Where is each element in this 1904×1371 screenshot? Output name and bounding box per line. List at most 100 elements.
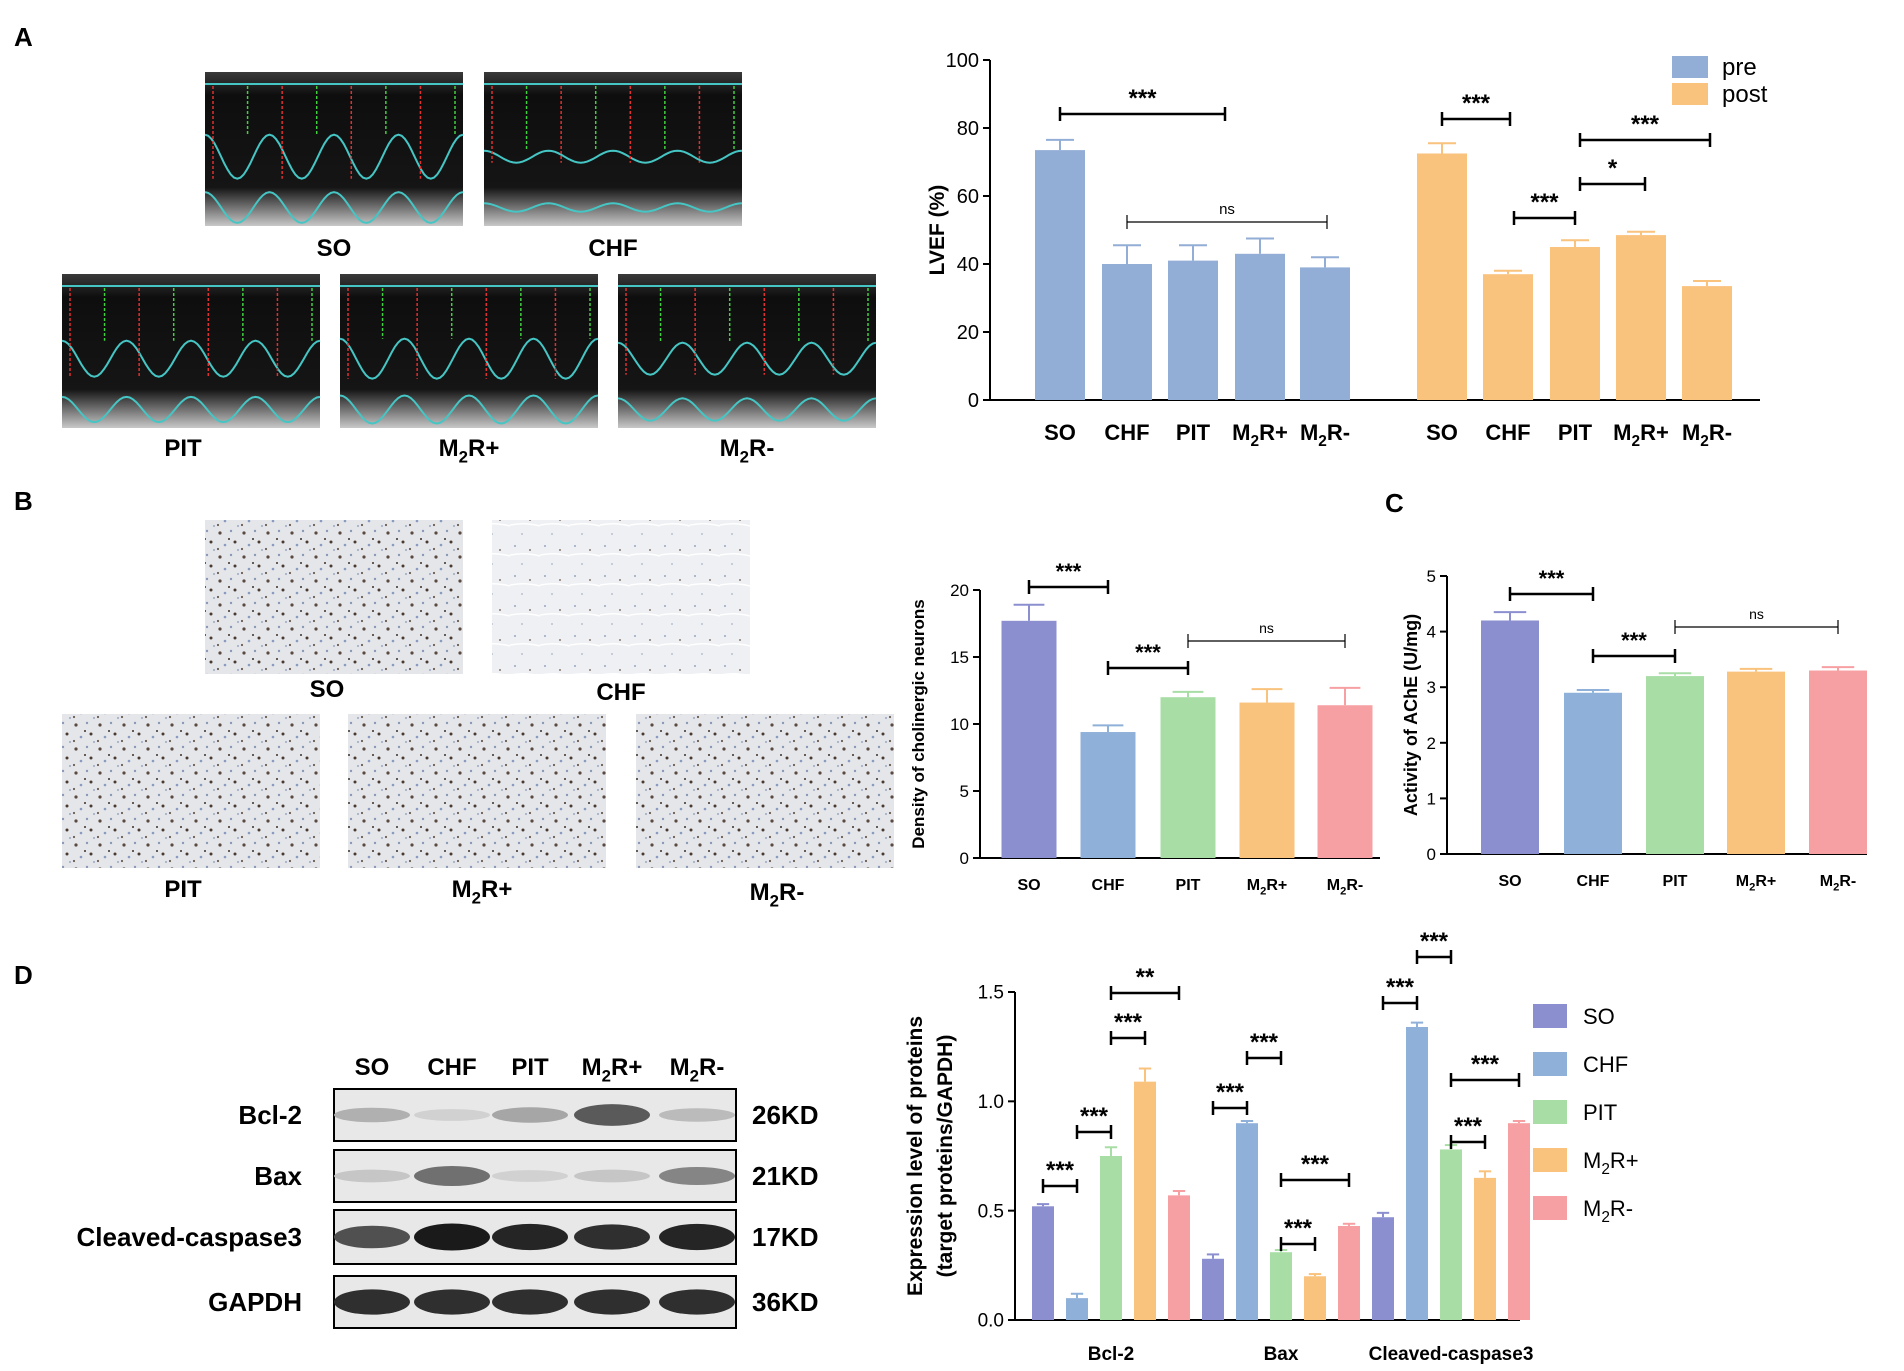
bar <box>1727 671 1785 854</box>
ihc-images: SO CHF PIT M2R+ M2R- <box>62 520 894 911</box>
significance-label: *** <box>1046 1157 1075 1184</box>
echo-background <box>62 274 320 428</box>
legend-swatch <box>1533 1004 1567 1028</box>
significance-label: *** <box>1621 628 1647 653</box>
significance-label: *** <box>1462 90 1491 117</box>
bar <box>1300 267 1350 400</box>
x-tick-label: CHF <box>1104 420 1149 445</box>
bar <box>1035 150 1085 400</box>
y-tick-label: 60 <box>957 186 979 208</box>
blot-band <box>334 1225 410 1249</box>
significance-label: *** <box>1135 640 1161 665</box>
x-tick-label: M2R- <box>1300 420 1350 450</box>
blot-size-label: 17KD <box>752 1222 818 1252</box>
ihc-image <box>205 520 463 674</box>
significance-label: ns <box>1219 201 1235 218</box>
legend-label: post <box>1722 81 1768 108</box>
x-tick-label: PIT <box>1663 873 1688 890</box>
ihc-label: SO <box>310 676 345 703</box>
y-tick-label: 5 <box>1427 567 1436 586</box>
echo-wall-trace <box>61 395 321 424</box>
significance-label: *** <box>1250 1029 1279 1056</box>
bar <box>1235 253 1285 400</box>
legend-label: M2R- <box>1583 1196 1633 1226</box>
blot-band <box>659 1289 735 1315</box>
ihc-image <box>636 714 894 868</box>
echo-image <box>204 72 464 226</box>
blot-band <box>574 1104 650 1126</box>
bar <box>1160 697 1216 858</box>
bar <box>1236 1123 1258 1320</box>
blot-band <box>414 1109 490 1121</box>
significance-label: *** <box>1216 1079 1245 1106</box>
echo-image <box>483 72 743 226</box>
bar <box>1134 1081 1156 1320</box>
legend-label: CHF <box>1583 1052 1628 1077</box>
lane-label: M2R+ <box>582 1054 643 1086</box>
bar <box>1616 235 1666 400</box>
x-tick-label: CHF <box>1485 420 1530 445</box>
legend-swatch <box>1672 83 1708 105</box>
y-tick-label: 5 <box>960 782 969 801</box>
blot-band <box>574 1224 650 1250</box>
ache-chart: 0 1 2 3 4 5 Activity of AChE (U/mg) SO CHF PIT M2R… <box>1401 566 1867 893</box>
legend-swatch <box>1533 1100 1567 1124</box>
y-tick-label: 10 <box>950 715 969 734</box>
echo-background <box>618 274 876 428</box>
y-tick-label: 0 <box>1427 845 1436 864</box>
echo-image <box>617 274 877 428</box>
blot-size-label: 26KD <box>752 1100 818 1130</box>
significance-label: ns <box>1749 606 1764 622</box>
x-tick-label: SO <box>1498 873 1521 890</box>
significance-label: *** <box>1128 85 1157 112</box>
significance-label: * <box>1608 155 1618 182</box>
y-tick-label: 1 <box>1427 789 1436 808</box>
blot-size-label: 21KD <box>752 1161 818 1191</box>
blot-row-label: Cleaved-caspase3 <box>77 1222 302 1252</box>
echo-background <box>205 72 463 226</box>
blot-size-label: 36KD <box>752 1287 818 1317</box>
ihc-image <box>348 714 606 868</box>
y-tick-label: 0.5 <box>978 1201 1004 1222</box>
y-tick-label: 0 <box>960 849 969 868</box>
blot-row-label: Bcl-2 <box>238 1100 302 1130</box>
significance-label: *** <box>1301 1151 1330 1178</box>
x-tick-label: Bcl-2 <box>1088 1344 1134 1365</box>
blot-band <box>659 1166 735 1186</box>
echo-wall-trace <box>61 339 321 378</box>
blot-band <box>574 1169 650 1183</box>
y-axis-label: Density of cholinergic neurons <box>909 599 928 848</box>
blot-row-label: Bax <box>254 1161 302 1191</box>
y-axis-label: Activity of AChE (U/mg) <box>1401 614 1421 816</box>
x-tick-label: M2R+ <box>1736 873 1776 893</box>
blot-band <box>492 1223 568 1251</box>
blot-band <box>414 1223 490 1251</box>
blot-band <box>492 1170 568 1182</box>
bar <box>1483 274 1533 400</box>
lane-label: SO <box>355 1054 390 1081</box>
panel-label-a: A <box>14 22 33 52</box>
bar <box>1417 153 1467 400</box>
blot-band <box>414 1289 490 1315</box>
x-tick-label: M2R+ <box>1247 877 1287 897</box>
bar <box>1682 286 1732 400</box>
x-tick-label: CHF <box>1092 877 1125 894</box>
significance-label: *** <box>1386 974 1415 1001</box>
western-blot: SO CHF PIT M2R+ M2R- Bcl-2 26KD Bax 21KD Cleaved-… <box>77 1054 818 1329</box>
expression-chart: 0.0 0.5 1.0 1.5 Expression level of proteins… <box>904 928 1639 1365</box>
lane-label: PIT <box>511 1054 549 1081</box>
x-tick-label: Bax <box>1264 1344 1299 1365</box>
bar <box>1440 1149 1462 1320</box>
echo-label: CHF <box>588 235 637 262</box>
y-axis-label: Expression level of proteins <box>904 1016 927 1296</box>
blot-band <box>659 1108 735 1122</box>
ihc-label: CHF <box>596 679 645 706</box>
significance-label: *** <box>1471 1051 1500 1078</box>
significance-label: *** <box>1284 1215 1313 1242</box>
y-tick-label: 40 <box>957 254 979 276</box>
significance-label: *** <box>1080 1103 1109 1130</box>
ihc-label: M2R- <box>750 879 805 911</box>
lvef-chart: 0 20 40 60 80 100 LVEF (%) SO CHF PIT M2R+ M2R- SO CH… <box>926 50 1768 450</box>
bar <box>1406 1026 1428 1320</box>
